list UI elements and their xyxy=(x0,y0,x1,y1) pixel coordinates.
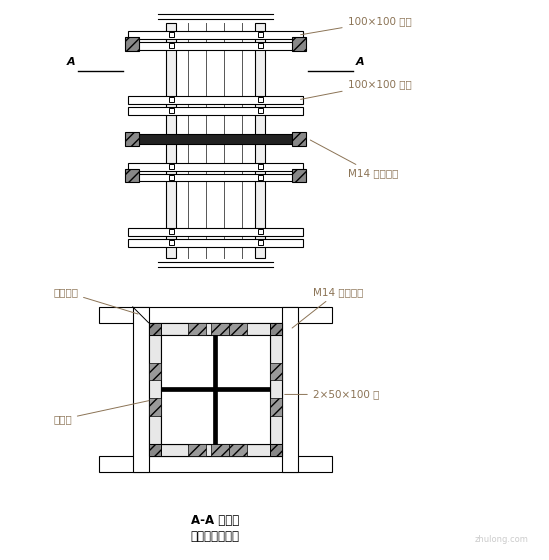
Bar xyxy=(160,335,270,444)
Bar xyxy=(211,444,229,456)
Text: 100×100 万木: 100×100 万木 xyxy=(301,79,411,99)
Bar xyxy=(149,362,160,380)
Bar xyxy=(149,323,160,335)
Bar xyxy=(149,323,282,335)
Bar xyxy=(292,37,306,51)
Bar xyxy=(128,96,303,104)
Bar xyxy=(258,229,263,234)
Bar xyxy=(270,444,282,456)
Bar xyxy=(270,323,282,335)
Bar xyxy=(258,108,263,113)
Bar xyxy=(255,24,265,258)
Bar xyxy=(149,444,282,456)
Bar xyxy=(125,169,139,183)
Bar xyxy=(258,175,263,180)
Bar xyxy=(270,362,282,380)
Bar xyxy=(128,42,303,50)
Bar xyxy=(270,398,282,416)
Bar xyxy=(99,307,332,323)
Bar xyxy=(166,24,176,258)
Bar xyxy=(214,335,217,444)
Bar xyxy=(128,107,303,115)
Text: A-A 剪面图: A-A 剪面图 xyxy=(191,514,239,527)
Bar xyxy=(282,307,298,472)
Bar xyxy=(169,32,173,37)
Text: 胶合板: 胶合板 xyxy=(53,400,152,424)
Text: A: A xyxy=(66,57,75,67)
Text: M14 对拉螺栓: M14 对拉螺栓 xyxy=(310,140,398,179)
Bar xyxy=(169,164,173,169)
Text: zhulong.com: zhulong.com xyxy=(475,535,529,544)
Bar xyxy=(125,132,139,146)
Bar xyxy=(169,240,173,245)
Text: 100×100 万木: 100×100 万木 xyxy=(301,16,411,35)
Bar xyxy=(258,97,263,102)
Bar xyxy=(128,134,303,144)
Bar xyxy=(292,132,306,146)
Bar xyxy=(292,169,306,183)
Bar xyxy=(149,335,160,444)
Bar xyxy=(270,335,282,444)
Text: 2×50×100 方: 2×50×100 方 xyxy=(285,389,379,399)
Bar xyxy=(128,228,303,236)
Bar xyxy=(211,323,229,335)
Text: 柱模安装示意图: 柱模安装示意图 xyxy=(191,530,240,543)
Bar xyxy=(128,239,303,247)
Bar xyxy=(160,388,270,391)
Bar xyxy=(258,43,263,48)
Text: M14 对拉螺栓: M14 对拉螺栓 xyxy=(292,287,363,328)
Bar xyxy=(169,175,173,180)
Text: 限位螺栓: 限位螺栓 xyxy=(53,287,138,314)
Bar xyxy=(188,444,206,456)
Bar xyxy=(128,31,303,39)
Bar xyxy=(229,444,247,456)
Bar xyxy=(229,323,247,335)
Bar xyxy=(149,444,160,456)
Bar xyxy=(258,32,263,37)
Bar xyxy=(149,398,160,416)
Bar xyxy=(128,174,303,181)
Bar xyxy=(125,37,139,51)
Text: A: A xyxy=(356,57,364,67)
Bar xyxy=(258,240,263,245)
Bar xyxy=(258,164,263,169)
Bar xyxy=(188,323,206,335)
Bar xyxy=(169,97,173,102)
Bar xyxy=(169,108,173,113)
Bar xyxy=(128,162,303,171)
Bar xyxy=(169,229,173,234)
Bar xyxy=(169,43,173,48)
Bar xyxy=(133,307,149,472)
Bar xyxy=(99,456,332,472)
